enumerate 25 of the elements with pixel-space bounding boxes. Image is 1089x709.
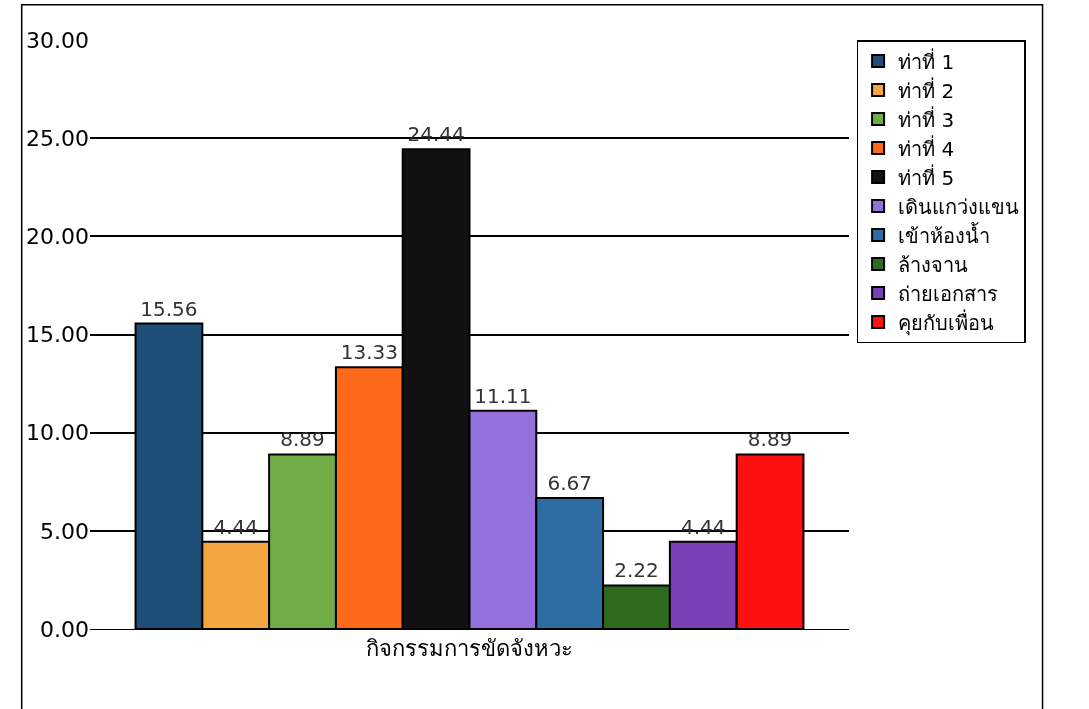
y-tick-label: 5.00	[40, 518, 89, 544]
data-label: 13.33	[340, 340, 398, 365]
y-tick-label: 20.00	[26, 224, 89, 250]
legend-label: ท่าที่ 1	[898, 47, 955, 74]
data-label: 8.89	[747, 427, 793, 452]
data-label: 2.22	[614, 558, 659, 583]
y-tick-label: 0.00	[40, 616, 89, 642]
legend-label: เดินแกว่งแขน	[898, 194, 1020, 219]
legend-label: ถ่ายเอกสาร	[898, 281, 999, 306]
data-label: 8.89	[280, 427, 325, 452]
legend-label: ท่าที่ 3	[898, 105, 955, 132]
data-label: 6.67	[547, 471, 592, 496]
y-tick-label: 25.00	[26, 125, 89, 151]
legend-label: เข้าห้องน้ำ	[898, 221, 991, 248]
legend-label: คุยกับเพื่อน	[898, 308, 995, 336]
y-tick-label: 15.00	[26, 322, 89, 348]
legend-label: ล้างจาน	[898, 252, 969, 277]
y-tick-label: 10.00	[26, 420, 89, 446]
data-label: 11.11	[474, 383, 532, 408]
x-tick-label: กิจกรรมการขัดจังหวะ	[366, 636, 573, 662]
legend-label: ท่าที่ 5	[898, 163, 955, 190]
legend-label: ท่าที่ 2	[898, 76, 955, 103]
data-label: 15.56	[140, 296, 198, 321]
y-tick-label: 30.00	[26, 27, 89, 53]
legend-label: ท่าที่ 4	[898, 134, 955, 161]
